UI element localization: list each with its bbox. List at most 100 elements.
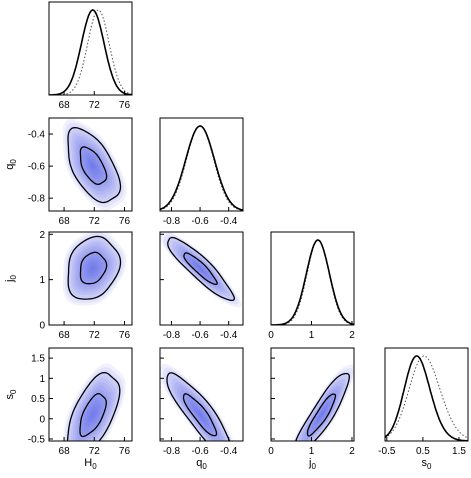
- density-shade: [299, 382, 344, 441]
- density-shade: [165, 371, 231, 441]
- x-axis-label-H: H0: [84, 457, 97, 471]
- x-tick-label: 68: [59, 446, 71, 457]
- x-tick-label: -0.4: [220, 446, 238, 457]
- contour-2sigma: [67, 126, 122, 204]
- x-tick-label: 2: [349, 446, 355, 457]
- density-shade: [194, 407, 206, 422]
- density-shade: [197, 411, 203, 419]
- density-shade: [71, 132, 117, 198]
- density-shade: [86, 156, 100, 176]
- axes-frame: [270, 231, 355, 326]
- density-shade: [67, 235, 122, 301]
- density-shade: [197, 265, 203, 272]
- density-shade: [64, 122, 125, 208]
- y-tick-label: -0.5: [28, 434, 46, 445]
- density-shade: [82, 254, 105, 282]
- panel-j-H: 68 72 76 0 1 2: [39, 230, 133, 341]
- density-shade: [62, 232, 127, 306]
- density-shade: [188, 400, 212, 430]
- density-shade: [82, 149, 105, 182]
- density-shade: [302, 386, 341, 441]
- contour-1sigma: [182, 393, 218, 437]
- x-tick-label: 1: [309, 330, 315, 341]
- x-tick-label: 76: [119, 330, 131, 341]
- contour-1sigma: [79, 251, 108, 285]
- density-shade: [84, 152, 103, 179]
- x-tick-label: -0.5: [378, 446, 396, 457]
- density-shade: [314, 404, 329, 426]
- y-tick-label: 2: [39, 230, 45, 241]
- density-shade: [90, 162, 96, 170]
- density-shade: [160, 363, 234, 441]
- x-tick-label: 68: [59, 330, 71, 341]
- panel-j-j: 0 1 2: [268, 231, 355, 341]
- x-tick-label: 2: [349, 330, 355, 341]
- contour-1sigma: [183, 252, 218, 286]
- density-shade: [86, 260, 100, 277]
- panel-s-j: 0 1 2: [268, 347, 355, 457]
- contour-1sigma: [79, 146, 108, 185]
- y-tick-label: 0.5: [31, 394, 45, 405]
- contour-2sigma: [67, 235, 122, 300]
- density-shade: [194, 262, 206, 274]
- density-shade: [319, 411, 324, 419]
- density-shade: [79, 392, 107, 438]
- axes-frame: [48, 117, 133, 212]
- density-shade: [182, 392, 218, 437]
- contour-2sigma: [295, 372, 350, 441]
- density-shade: [306, 393, 337, 437]
- density-shade: [174, 244, 227, 294]
- density-shade: [179, 389, 221, 441]
- axes-frame: [48, 347, 133, 442]
- x-tick-label: 76: [119, 446, 131, 457]
- x-tick-label: 68: [59, 216, 71, 227]
- density-shade: [86, 403, 100, 427]
- density-shade: [65, 232, 125, 304]
- x-axis-label-q: q0: [196, 457, 207, 471]
- x-tick-label: 72: [89, 446, 101, 457]
- density-shade: [62, 119, 127, 211]
- x-tick-label: -0.8: [163, 446, 181, 457]
- axes-frame: [159, 231, 244, 326]
- axes-frame: [48, 231, 133, 326]
- y-tick-label: -0.6: [28, 162, 46, 173]
- density-shade: [191, 403, 209, 426]
- y-tick-label: 1.5: [31, 354, 45, 365]
- density-shade: [304, 389, 339, 441]
- marginal-curve-H: [49, 9, 132, 95]
- y-tick-label: 0: [39, 414, 45, 425]
- density-shade: [69, 237, 120, 298]
- density-shade: [160, 232, 242, 308]
- density-shade: [70, 378, 117, 441]
- y-axis-label-q: q0: [4, 159, 18, 170]
- density-shade: [309, 396, 334, 434]
- y-axis-label-j: j0: [4, 275, 18, 283]
- marginal-curve-q: [160, 125, 243, 211]
- density-shade: [295, 371, 351, 441]
- density-shade: [83, 400, 103, 430]
- x-tick-label: -0.4: [220, 216, 238, 227]
- axes-frame: [159, 347, 244, 442]
- x-tick-label: 1: [309, 446, 315, 457]
- density-shade: [73, 136, 115, 195]
- density-shade: [75, 385, 112, 441]
- y-tick-label: -0.4: [28, 130, 46, 141]
- panel-q-q: -0.8 -0.6 -0.4: [159, 117, 244, 227]
- comparison-curve-s: [385, 355, 468, 439]
- x-tick-label: 76: [119, 100, 131, 111]
- x-tick-label: 0: [268, 446, 274, 457]
- density-shade: [191, 260, 209, 277]
- x-tick-label: -0.6: [191, 330, 209, 341]
- marginal-curve-j: [271, 239, 354, 325]
- x-tick-label: -0.8: [163, 330, 181, 341]
- contour-2sigma: [167, 236, 235, 302]
- density-shade: [177, 385, 223, 441]
- x-tick-label: 1.5: [452, 446, 466, 457]
- y-tick-label: 0: [39, 321, 45, 332]
- density-shade: [64, 367, 124, 441]
- contour-2sigma: [66, 371, 121, 441]
- density-shade: [183, 252, 218, 286]
- x-tick-label: -0.6: [191, 446, 209, 457]
- density-shade: [88, 159, 98, 173]
- density-shade: [174, 382, 226, 441]
